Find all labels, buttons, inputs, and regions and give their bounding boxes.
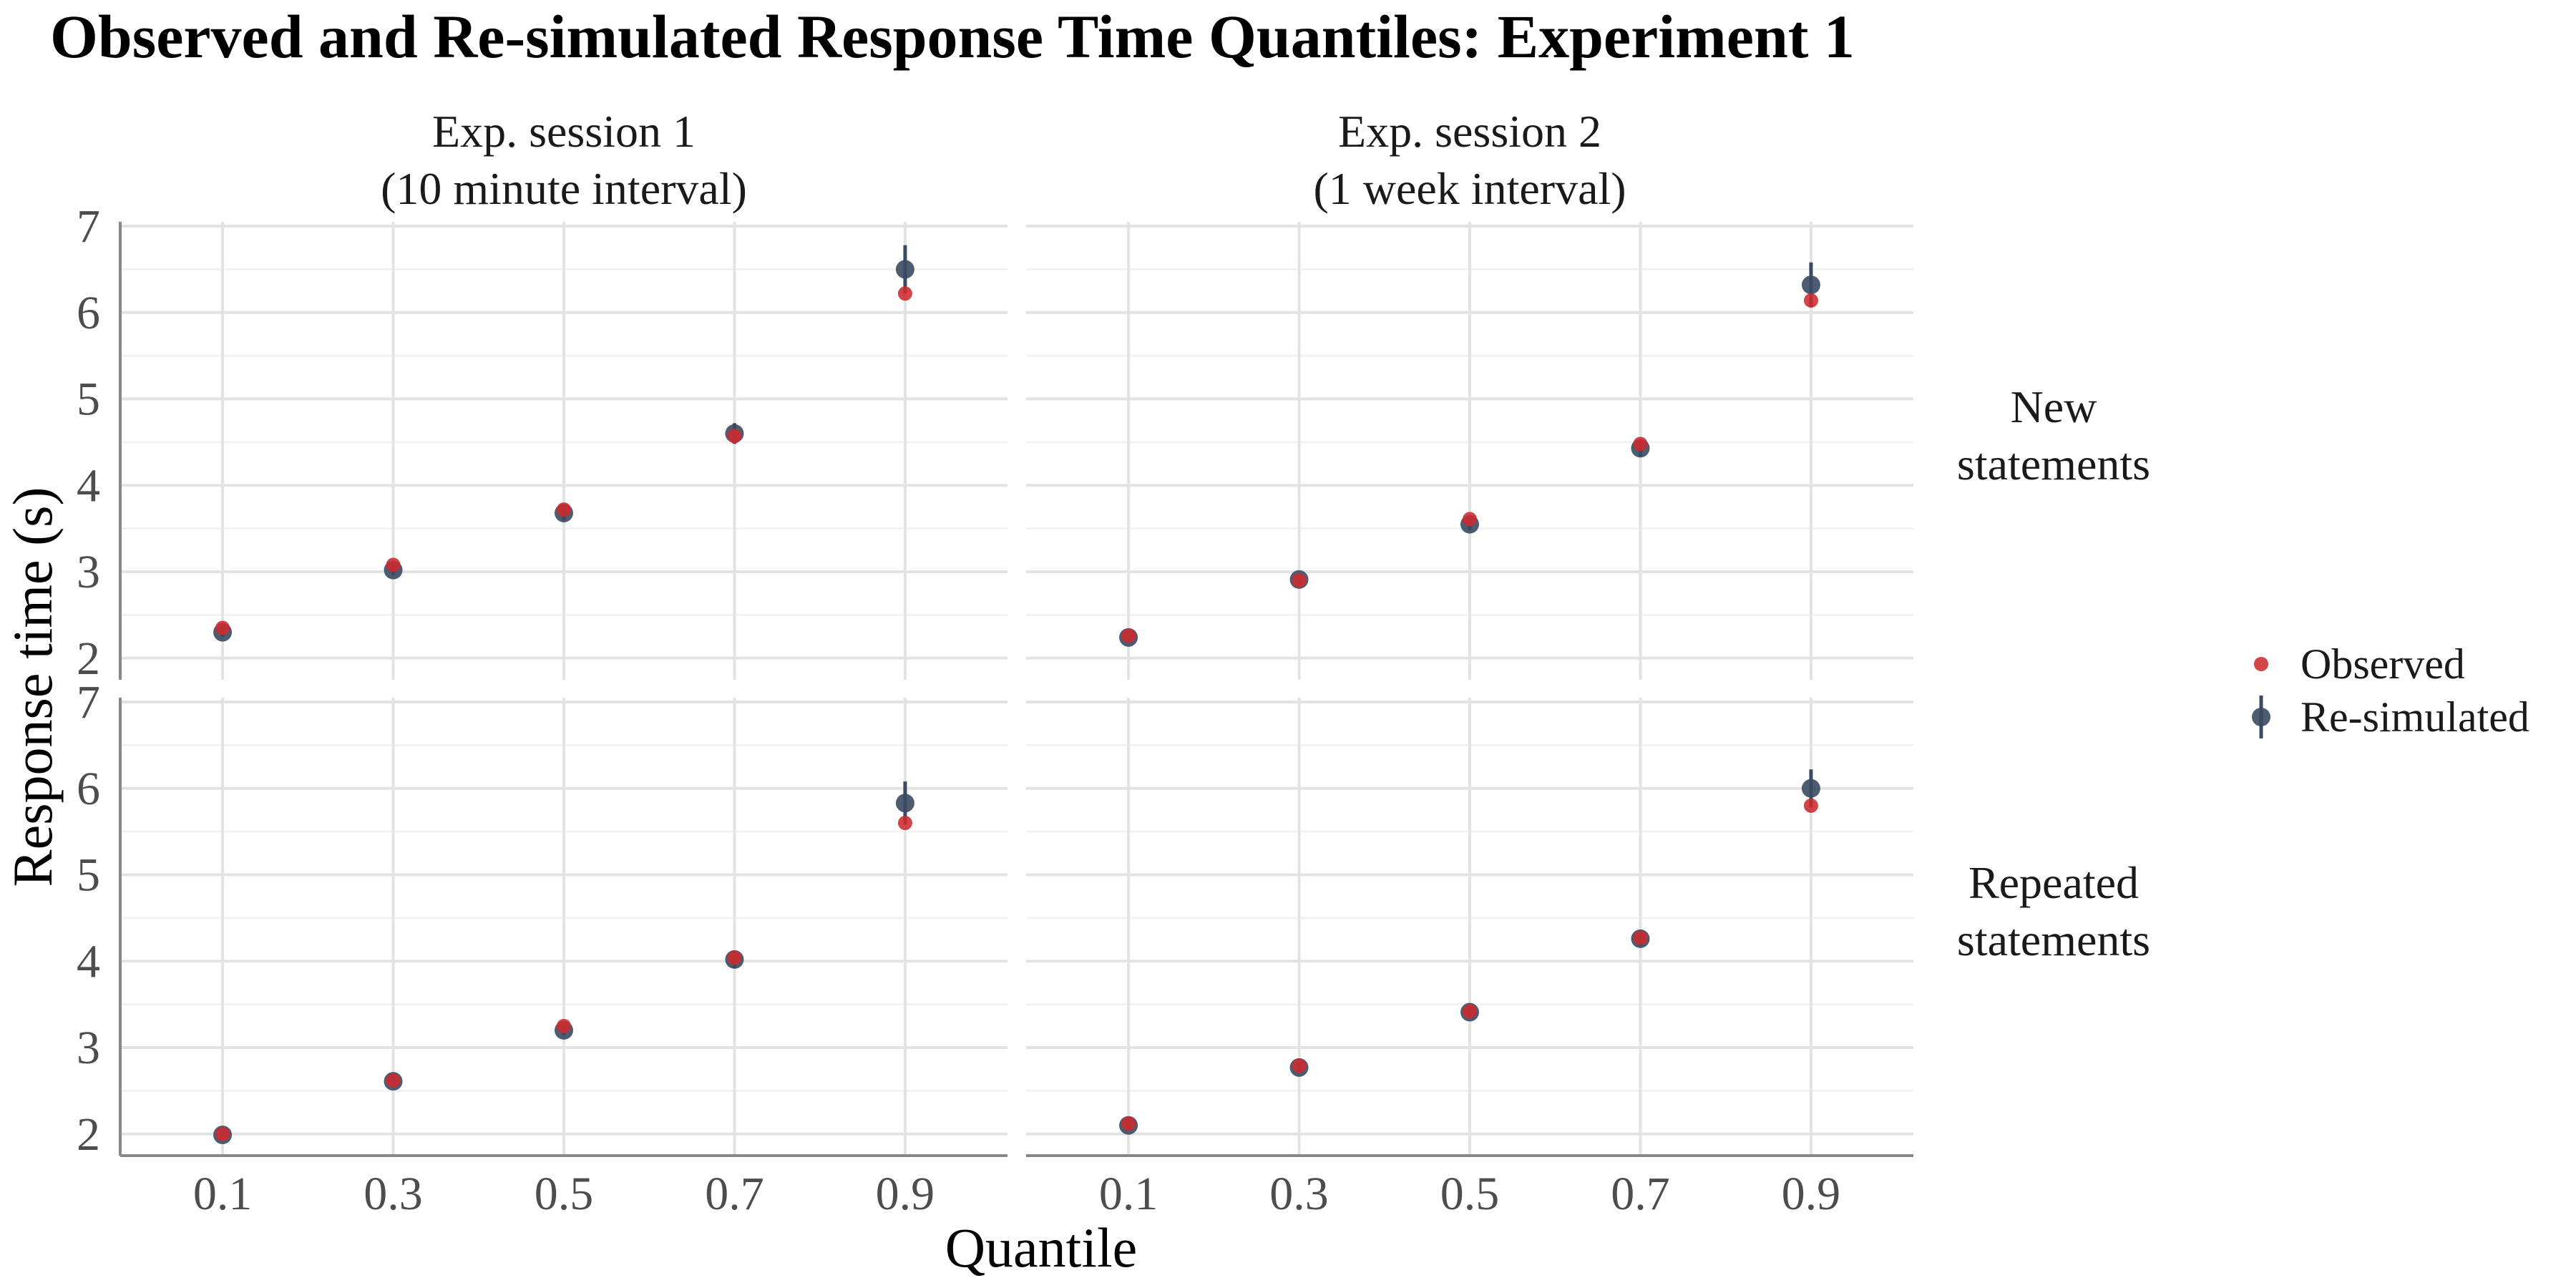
legend-label-observed: Observed [2301,640,2465,688]
observed-point [386,557,401,572]
observed-point [1292,573,1307,588]
x-tick-label: 0.1 [1099,1168,1158,1220]
y-tick-label: 6 [77,287,100,339]
legend-key-resimulated [2252,708,2270,726]
panel-2 [1026,222,1913,680]
x-tick-label: 0.5 [1440,1168,1500,1220]
y-tick-label: 3 [77,1022,100,1074]
panel-1: 2 3 4 5 6 7 [77,200,1008,685]
observed-point [1633,930,1648,945]
y-tick-label: 7 [77,676,100,728]
resimulated-point [895,794,914,813]
y-tick-label: 4 [77,935,100,987]
observed-point [386,1073,401,1088]
observed-point [897,816,912,831]
observed-point [1803,798,1818,813]
y-tick-label: 7 [77,200,100,253]
legend: Observed Re-simulated [2252,640,2529,741]
observed-point [557,502,571,517]
observed-point [1121,628,1136,643]
x-tick-label: 0.9 [1782,1168,1841,1220]
resimulated-point [1801,275,1820,295]
x-tick-label: 0.5 [535,1168,594,1220]
resimulated-point [1801,779,1820,798]
observed-point [557,1018,571,1033]
x-tick-label: 0.1 [193,1168,253,1220]
observed-point [1463,512,1477,527]
y-tick-label: 5 [77,849,100,902]
y-tick-label: 3 [77,546,100,598]
legend-label-resimulated: Re-simulated [2301,693,2529,741]
y-tick-label: 2 [77,1108,100,1161]
resimulated-point [895,260,914,279]
chart-title: Observed and Re-simulated Response Time … [50,2,1855,71]
observed-point [1633,436,1648,452]
observed-point [1292,1058,1307,1073]
x-tick-label: 0.7 [705,1168,764,1220]
x-axis-title: Quantile [945,1216,1138,1279]
y-axis-title: Response time (s) [1,487,64,887]
x-tick-label: 0.3 [364,1168,423,1220]
observed-point [727,950,742,965]
observed-point [897,286,912,301]
observed-point [1121,1116,1136,1131]
x-tick-label: 0.7 [1611,1168,1670,1220]
column-strip-label: Exp. session 1 (10 minute interval) [381,106,747,214]
panel-3: 2 3 4 5 6 7 0.1 0.3 0.5 0.7 0.9 [77,676,1008,1220]
x-tick-label: 0.9 [876,1168,935,1220]
y-tick-label: 5 [77,374,100,426]
observed-point [215,620,230,635]
observed-point [1463,1004,1477,1019]
column-strip-label: Exp. session 2 (1 week interval) [1313,106,1626,214]
x-tick-label: 0.3 [1269,1168,1329,1220]
y-tick-label: 4 [77,459,100,512]
y-tick-label: 6 [77,763,100,815]
observed-point [727,429,742,444]
legend-key-observed [2254,657,2268,671]
row-strip-label: New statements [1957,381,2150,489]
panel-4: 0.1 0.3 0.5 0.7 0.9 [1026,698,1913,1220]
observed-point [215,1126,230,1141]
observed-point [1803,293,1818,308]
row-strip-label: Repeated statements [1957,857,2150,965]
y-tick-label: 2 [77,633,100,685]
